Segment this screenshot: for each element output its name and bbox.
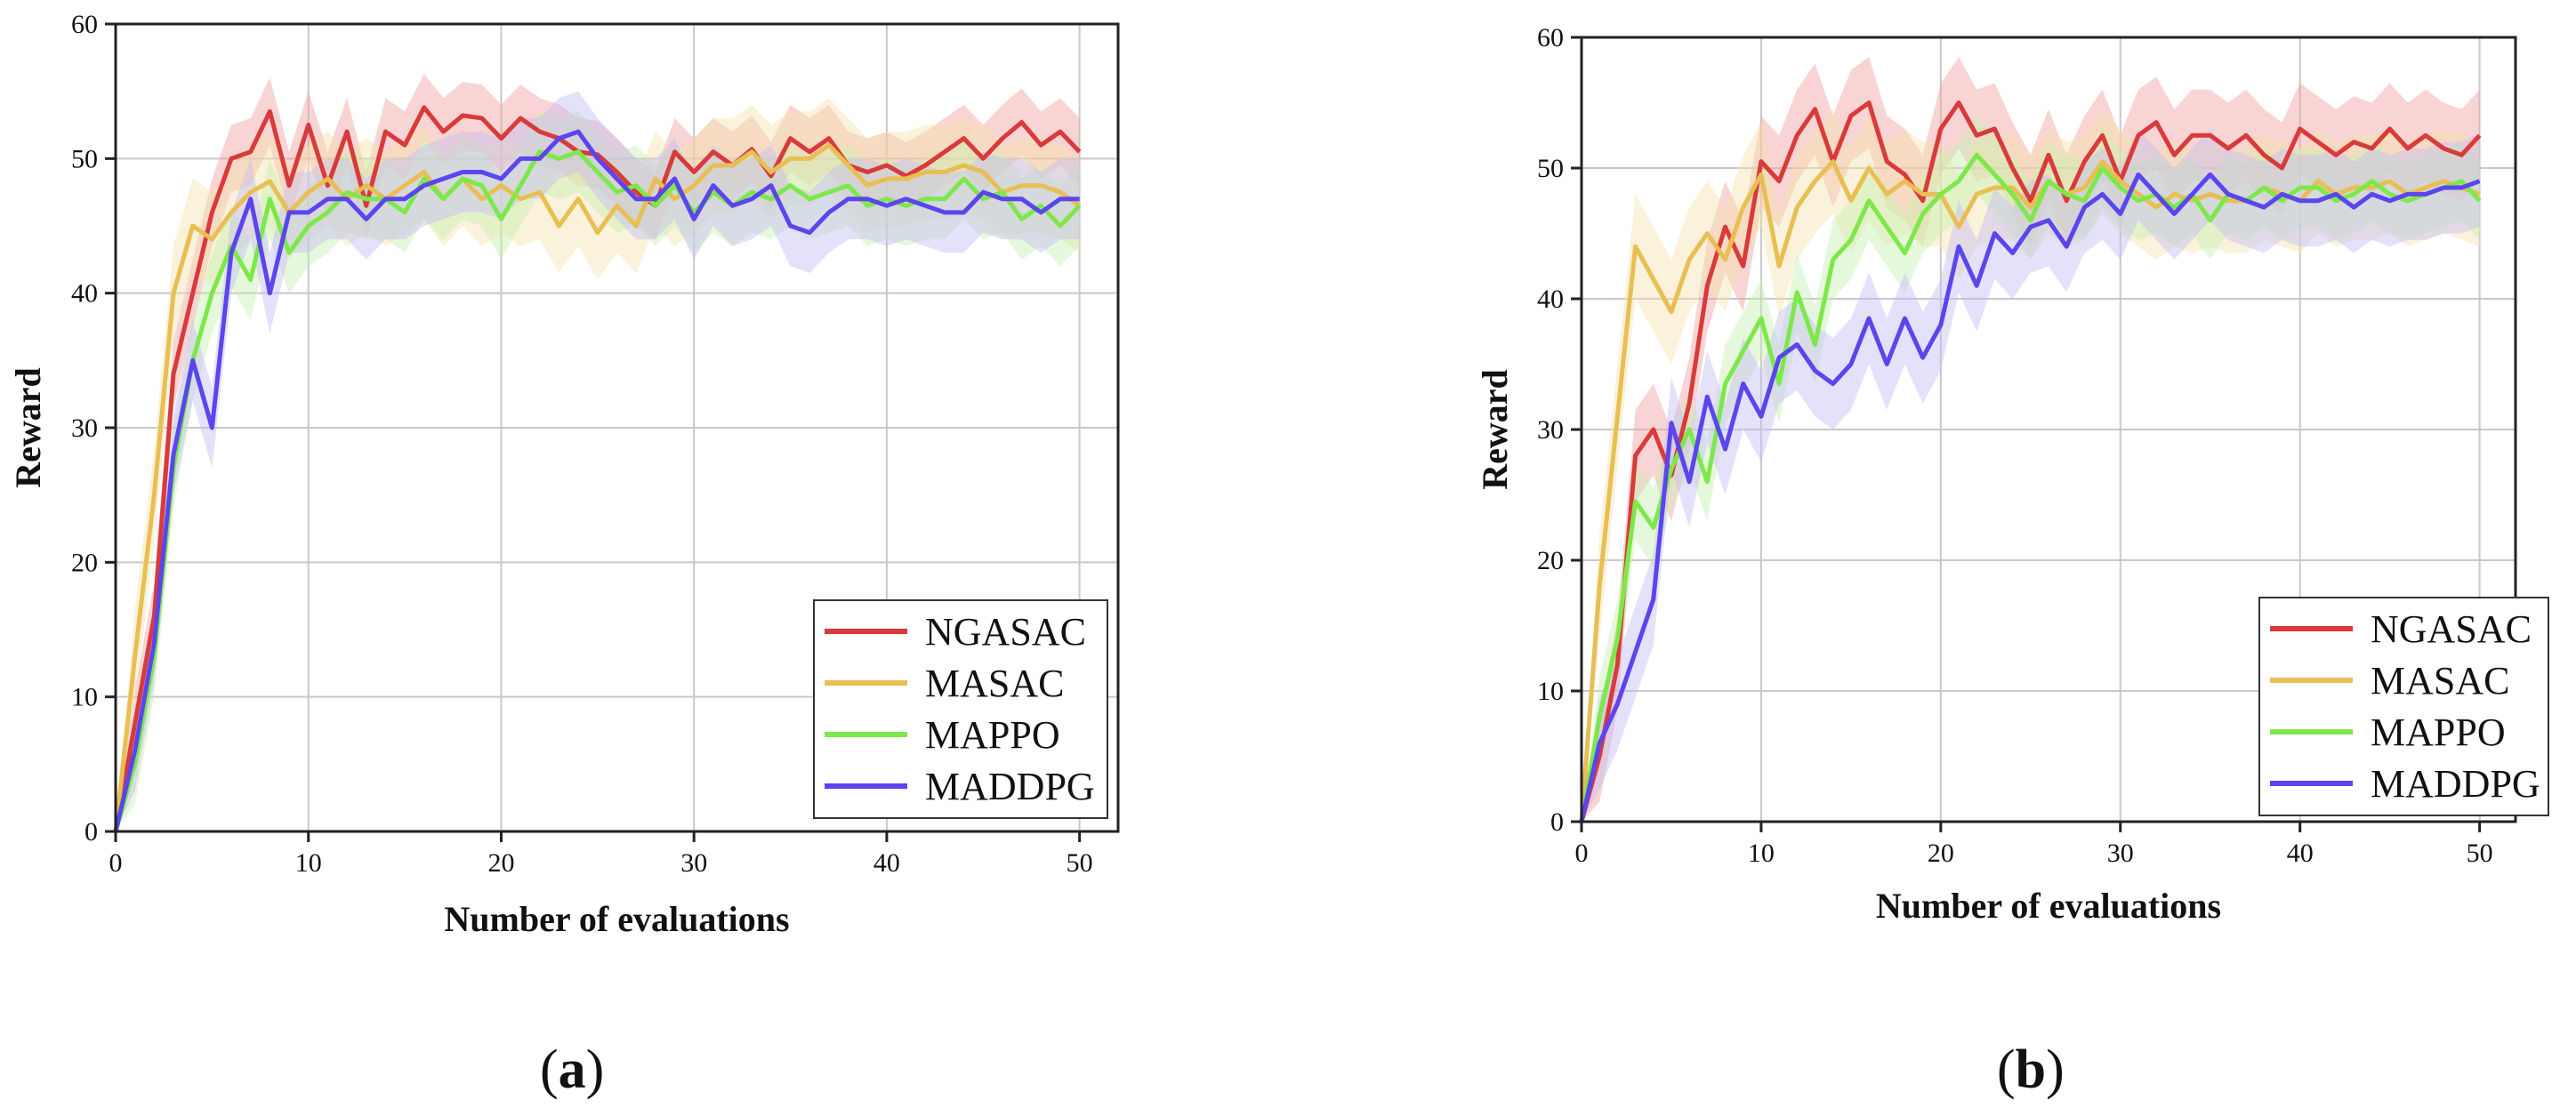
panel-b-x-tick-label: 30 bbox=[2107, 839, 2134, 868]
panel-b-x-tick-label: 40 bbox=[2287, 839, 2314, 868]
panel-b-x-tick-label: 20 bbox=[1928, 839, 1954, 868]
panel-a-band-maddpg bbox=[116, 91, 1080, 831]
panel-b-band-mappo bbox=[1582, 116, 2480, 822]
panel-b-y-tick-label: 30 bbox=[1537, 415, 1564, 445]
panel-b-label: (b) bbox=[1997, 1040, 2065, 1100]
panel-b-series-maddpg bbox=[1579, 172, 2481, 823]
panel-a-y-tick-label: 40 bbox=[71, 279, 98, 309]
panel-b-legend-label-mappo: MAPPO bbox=[2371, 711, 2506, 754]
panel-b-legend-label-ngasac: NGASAC bbox=[2371, 607, 2532, 651]
panel-a-y-tick-label: 0 bbox=[85, 817, 98, 847]
panel-a-x-tick-label: 0 bbox=[109, 848, 123, 878]
panel-b-band-maddpg bbox=[1582, 128, 2480, 822]
panel-a-legend-box bbox=[813, 599, 1108, 819]
panel-b-series-masac bbox=[1579, 159, 2481, 823]
panel-a-x-tick-label: 10 bbox=[295, 848, 322, 878]
panel-a-legend-label-masac: MASAC bbox=[925, 662, 1065, 705]
panel-a-legend-label-ngasac: NGASAC bbox=[925, 610, 1086, 654]
panel-a-label: (a) bbox=[540, 1040, 605, 1100]
panel-b-letter: b bbox=[2015, 1040, 2047, 1100]
panel-a-x-tick-label: 50 bbox=[1067, 848, 1093, 878]
panel-a-band-mappo bbox=[116, 111, 1080, 831]
panel-b-y-tick-label: 20 bbox=[1537, 546, 1564, 575]
panel-b-x-tick-label: 50 bbox=[2467, 839, 2493, 868]
panel-a-y-tick-label: 20 bbox=[71, 548, 98, 577]
panel-a-y-axis-label: Reward bbox=[8, 367, 48, 488]
panel-a-series-ngasac bbox=[113, 105, 1082, 832]
panel-a-y-tick-label: 30 bbox=[71, 413, 98, 443]
panel-a-x-tick-label: 40 bbox=[873, 848, 900, 878]
panel-a-x-tick-label: 30 bbox=[680, 848, 707, 878]
panel-b-x-axis-label: Number of evaluations bbox=[1876, 886, 2221, 926]
panel-a-series-maddpg bbox=[113, 129, 1080, 832]
panel-a-plot: 0 10 20 30 40 50 0 10 20 30 40 50 60 Number of evalua… bbox=[8, 10, 1120, 939]
panel-b-legend-box bbox=[2258, 597, 2549, 816]
panel-a-y-tick-label: 10 bbox=[71, 683, 98, 712]
panel-b-y-tick-label: 40 bbox=[1537, 285, 1564, 314]
panel-b-y-tick-label: 10 bbox=[1537, 677, 1564, 706]
panel-a-x-tick-label: 20 bbox=[487, 848, 514, 878]
panel-a-x-axis-label: Number of evaluations bbox=[444, 899, 789, 939]
panel-a-y-tick-label: 60 bbox=[71, 10, 98, 39]
panel-a-band-ngasac bbox=[116, 73, 1080, 831]
panel-b-y-axis-label: Reward bbox=[1475, 369, 1515, 490]
panel-a-letter: a bbox=[558, 1040, 586, 1100]
panel-a-legend-label-mappo: MAPPO bbox=[925, 713, 1060, 757]
panel-b-legend-label-maddpg: MADDPG bbox=[2371, 762, 2540, 806]
panel-b-x-tick-label: 10 bbox=[1748, 839, 1775, 868]
panel-a-series-masac bbox=[113, 142, 1082, 832]
panel-a-legend-label-maddpg: MADDPG bbox=[925, 765, 1095, 808]
panel-b-legend-label-masac: MASAC bbox=[2371, 659, 2510, 703]
panel-a-y-tick-label: 50 bbox=[71, 144, 98, 173]
panel-b-y-tick-label: 50 bbox=[1537, 154, 1564, 183]
panel-b-y-tick-label: 0 bbox=[1550, 807, 1564, 837]
panel-b-plot: 0 10 20 30 40 50 0 10 20 30 40 50 60 Number of evalua… bbox=[1475, 23, 2549, 926]
panel-b-band-ngasac bbox=[1582, 57, 2480, 823]
panel-b-y-tick-label: 60 bbox=[1537, 23, 1564, 52]
panel-b-x-tick-label: 0 bbox=[1575, 839, 1589, 868]
